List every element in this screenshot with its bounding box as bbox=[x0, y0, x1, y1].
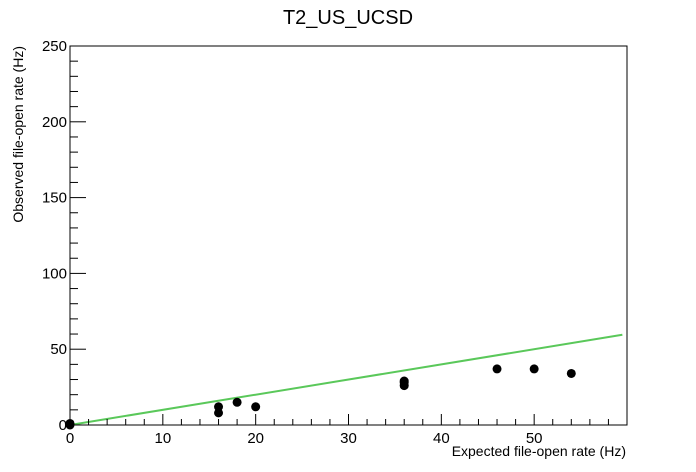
plot-frame bbox=[69, 45, 628, 426]
x-tick-label: 30 bbox=[340, 430, 357, 447]
y-tick-label: 200 bbox=[42, 114, 67, 131]
data-point bbox=[492, 364, 502, 374]
y-axis-title: Observed file-open rate (Hz) bbox=[10, 46, 26, 223]
data-point bbox=[529, 364, 539, 374]
y-tick-label: 250 bbox=[42, 38, 67, 55]
y-tick-label: 0 bbox=[59, 417, 67, 434]
plot-area-border bbox=[69, 45, 628, 426]
y-tick-label: 100 bbox=[42, 265, 67, 282]
x-axis-ticks: 0 10 20 30 40 50 bbox=[66, 414, 609, 447]
data-point bbox=[232, 397, 242, 407]
reference-line bbox=[69, 333, 623, 426]
x-tick-label: 50 bbox=[526, 430, 543, 447]
data-points bbox=[65, 364, 576, 430]
x-tick-label: 40 bbox=[433, 430, 450, 447]
x-tick-label: 20 bbox=[247, 430, 264, 447]
x-tick-label: 10 bbox=[154, 430, 171, 447]
y-axis-ticks: 0 50 100 150 200 250 bbox=[42, 38, 86, 434]
y-tick-label: 50 bbox=[50, 341, 67, 358]
data-point bbox=[214, 402, 224, 412]
data-point bbox=[399, 376, 409, 386]
x-tick-label: 0 bbox=[66, 430, 74, 447]
y-tick-label: 150 bbox=[42, 190, 67, 207]
chart-title: T2_US_UCSD bbox=[283, 7, 413, 29]
data-point bbox=[251, 402, 261, 412]
data-point bbox=[566, 368, 576, 378]
reference-line-group bbox=[69, 333, 623, 426]
x-axis-title: Expected file-open rate (Hz) bbox=[452, 443, 626, 459]
